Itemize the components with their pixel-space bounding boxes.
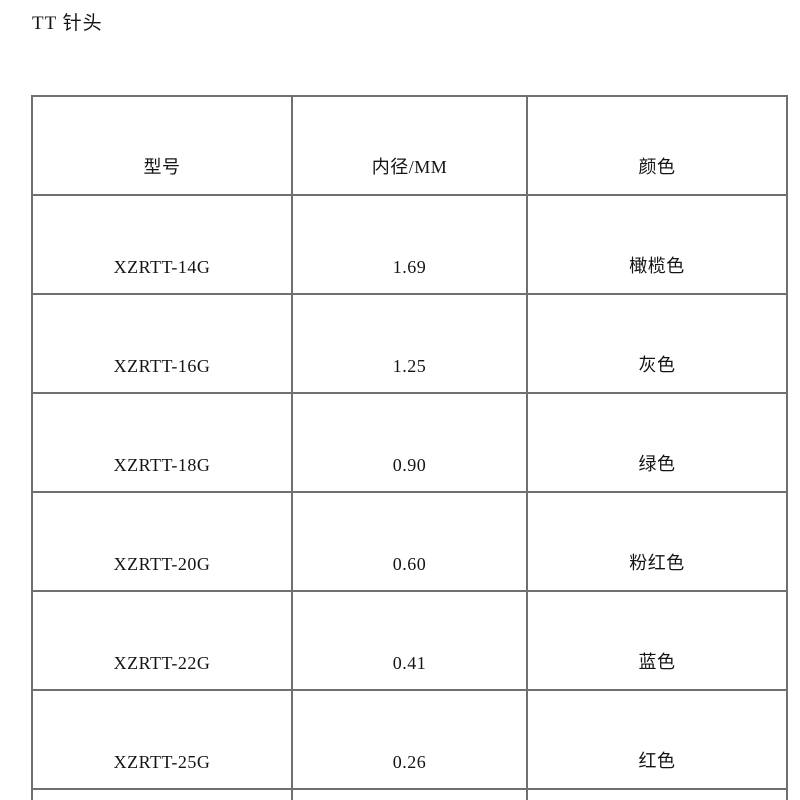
cell-color: 红色	[526, 689, 788, 790]
cell-inner-diameter: 1.69	[291, 194, 528, 295]
cell-color: 灰色	[526, 293, 788, 394]
cell-color: 蓝色	[526, 590, 788, 691]
column-header-inner-diameter: 内径/MM	[291, 95, 528, 196]
table-body: XZRTT-14G 1.69 橄榄色 XZRTT-16G 1.25 灰色 XZR…	[31, 194, 788, 800]
table-row: XZRTT-25G 0.26 红色	[31, 689, 788, 790]
column-header-color: 颜色	[526, 95, 788, 196]
cell-inner-diameter: 0.21	[291, 788, 528, 800]
cell-model: XZRTT-22G	[31, 590, 293, 691]
cell-color: 绿色	[526, 392, 788, 493]
column-header-model: 型号	[31, 95, 293, 196]
cell-model: XZRTT-16G	[31, 293, 293, 394]
cell-color: 透明/黑色	[526, 788, 788, 800]
spec-table: 型号 内径/MM 颜色 XZRTT-14G 1.69 橄榄色 XZRTT-16G…	[31, 95, 788, 800]
table-row: XZRTT-16G 1.25 灰色	[31, 293, 788, 394]
cell-inner-diameter: 1.25	[291, 293, 528, 394]
cell-color: 粉红色	[526, 491, 788, 592]
cell-inner-diameter: 0.26	[291, 689, 528, 790]
cell-inner-diameter: 0.60	[291, 491, 528, 592]
cell-inner-diameter: 0.90	[291, 392, 528, 493]
table-row: XZRTT-14G 1.69 橄榄色	[31, 194, 788, 295]
cell-model: XZRTT-18G	[31, 392, 293, 493]
table-row: XZRTT-27G 0.21 透明/黑色	[31, 788, 788, 800]
table-row: XZRTT-20G 0.60 粉红色	[31, 491, 788, 592]
cell-model: XZRTT-25G	[31, 689, 293, 790]
cell-color: 橄榄色	[526, 194, 788, 295]
table-header-row: 型号 内径/MM 颜色	[31, 95, 788, 196]
cell-model: XZRTT-14G	[31, 194, 293, 295]
cell-inner-diameter: 0.41	[291, 590, 528, 691]
table-row: XZRTT-22G 0.41 蓝色	[31, 590, 788, 691]
page-title: TT 针头	[32, 13, 103, 34]
cell-model: XZRTT-27G	[31, 788, 293, 800]
table-row: XZRTT-18G 0.90 绿色	[31, 392, 788, 493]
cell-model: XZRTT-20G	[31, 491, 293, 592]
